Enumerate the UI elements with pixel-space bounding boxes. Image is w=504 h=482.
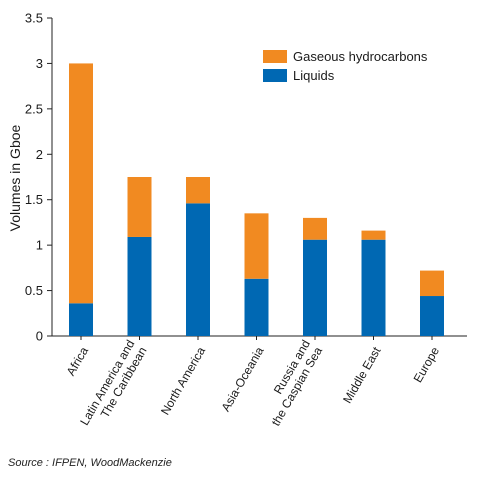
y-axis-label: Volumes in Gboe: [7, 124, 23, 231]
legend: Gaseous hydrocarbons Liquids: [263, 49, 428, 83]
legend-label: Gaseous hydrocarbons: [293, 49, 428, 64]
bars: [69, 63, 444, 340]
y-tick-label: 2.5: [25, 101, 43, 116]
bar-gaseous-hydrocarbons: [420, 270, 444, 297]
bar-liquids: [303, 239, 327, 336]
y-tick-label: 3.5: [25, 11, 43, 26]
bar-gaseous-hydrocarbons: [127, 177, 152, 237]
bar-liquids: [127, 236, 152, 336]
category-label: Africa: [64, 344, 92, 378]
source-note: Source : IFPEN, WoodMackenzie: [8, 457, 172, 469]
category-label: Asia-Oceania: [218, 344, 266, 414]
bar-gaseous-hydrocarbons: [69, 63, 93, 304]
bar-liquids: [244, 278, 269, 336]
bar-liquids: [186, 203, 210, 336]
y-tick-label: 3: [36, 56, 43, 71]
bar-gaseous-hydrocarbons: [361, 230, 386, 240]
category-label-line: Asia-Oceania: [218, 344, 266, 414]
y-tick-label: 1.5: [25, 192, 43, 207]
bar-liquids: [420, 296, 444, 336]
category-label: Europe: [411, 344, 443, 385]
y-tick-label: 0.5: [25, 283, 43, 298]
legend-label: Liquids: [293, 68, 335, 83]
bar-gaseous-hydrocarbons: [303, 217, 327, 240]
category-label-line: Middle East: [340, 344, 384, 406]
y-ticks: 0 0.5 1 1.5 2 2.5 3 3.5: [25, 11, 52, 344]
bar-liquids: [69, 303, 93, 336]
legend-swatch: [263, 50, 287, 63]
category-label-line: North America: [158, 344, 208, 417]
y-tick-label: 2: [36, 147, 43, 162]
category-label: Middle East: [340, 344, 384, 406]
y-tick-label: 1: [36, 238, 43, 253]
bar-gaseous-hydrocarbons: [186, 177, 210, 204]
category-label-line: Africa: [64, 344, 92, 378]
bar-gaseous-hydrocarbons: [244, 213, 269, 279]
category-label-line: Europe: [411, 344, 443, 385]
category-label: North America: [158, 344, 208, 417]
bar-liquids: [361, 239, 386, 336]
legend-swatch: [263, 69, 287, 82]
y-tick-label: 0: [36, 329, 43, 344]
